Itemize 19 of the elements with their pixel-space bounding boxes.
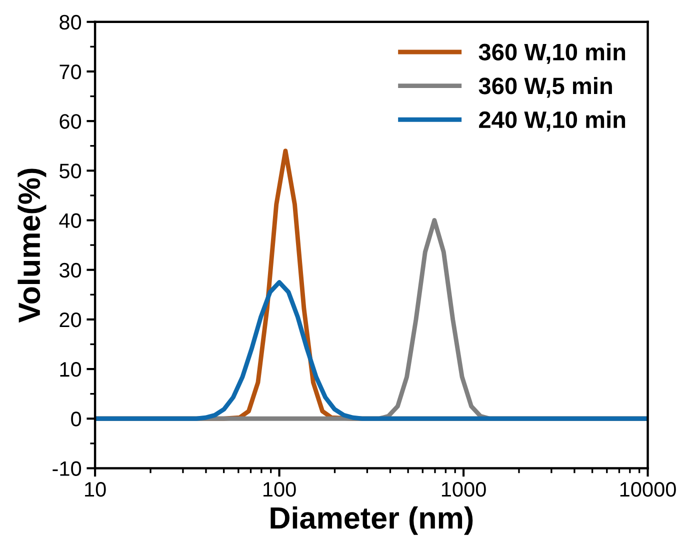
- x-tick-label: 10: [85, 482, 106, 497]
- y-tick-label: 40: [59, 213, 82, 228]
- y-tick-label: 50: [60, 164, 82, 178]
- y-tick-label: -10: [52, 461, 82, 476]
- x-axis-title: Diameter (nm): [270, 506, 473, 535]
- y-tick-label: 80: [60, 14, 82, 30]
- y-axis-title: Volume(%): [18, 168, 46, 323]
- y-tick-label: 30: [59, 262, 82, 278]
- y-tick-label: 60: [60, 114, 82, 129]
- y-tick-label: 0: [71, 412, 82, 426]
- y-tick-label: 10: [60, 362, 82, 377]
- legend-label: 360 W,10 min: [478, 43, 626, 64]
- x-tick-label: 1000: [442, 482, 486, 497]
- legend-label: 360 W,5 min: [478, 76, 612, 98]
- y-tick-label: 70: [60, 64, 82, 80]
- legend-label: 240 W,10 min: [479, 110, 626, 132]
- y-tick-label: 20: [60, 312, 82, 328]
- x-tick-label: 100: [264, 482, 296, 497]
- x-tick-label: 10000: [620, 482, 676, 497]
